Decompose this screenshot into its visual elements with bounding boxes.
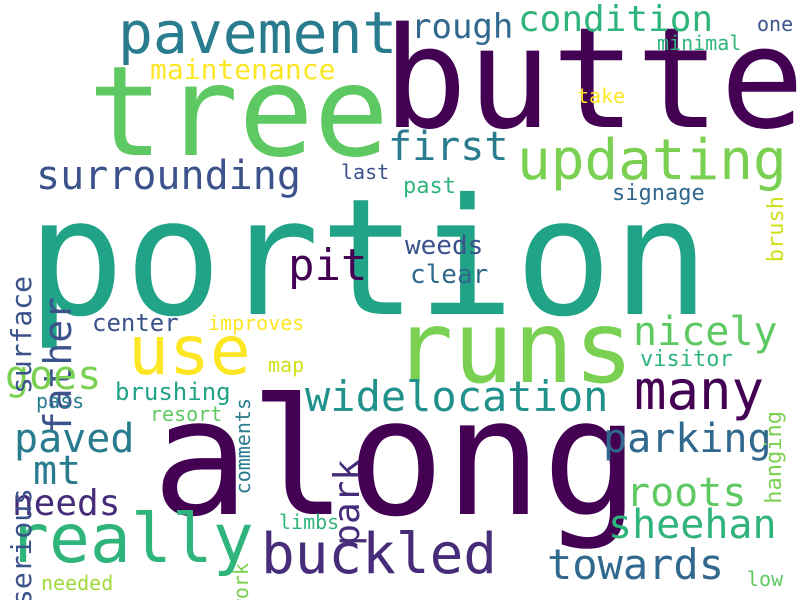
word-clear: clear xyxy=(410,260,489,290)
word-comments: comments xyxy=(231,398,255,495)
word-brushing: brushing xyxy=(115,378,231,406)
word-needed: needed xyxy=(41,571,114,595)
word-map: map xyxy=(268,353,305,377)
word-limbs: limbs xyxy=(279,510,340,534)
word-signage: signage xyxy=(612,181,705,206)
word-buckled: buckled xyxy=(261,522,498,587)
word-hanging: hanging xyxy=(762,411,787,504)
word-use: use xyxy=(128,312,251,391)
word-center: center xyxy=(92,309,179,337)
word-past: past xyxy=(403,174,456,199)
word-pass: pass xyxy=(36,389,85,413)
word-brush: brush xyxy=(764,196,789,263)
word-low: low xyxy=(747,567,784,591)
word-weeds: weeds xyxy=(405,231,484,261)
word-needs: needs xyxy=(12,483,121,524)
word-one: one xyxy=(757,12,794,36)
word-serious: serious xyxy=(5,488,38,600)
word-towards: towards xyxy=(547,540,725,589)
word-really: really xyxy=(8,500,254,579)
word-tree: tree xyxy=(88,40,390,185)
word-surrounding: surrounding xyxy=(36,153,301,199)
word-roots: roots xyxy=(626,470,747,516)
word-portion: portion xyxy=(27,165,710,353)
word-last: last xyxy=(341,160,390,184)
word-updating: updating xyxy=(517,128,787,193)
word-runs: runs xyxy=(393,289,634,406)
word-pit: pit xyxy=(288,240,368,291)
word-visitor: visitor xyxy=(640,347,733,372)
word-condition: condition xyxy=(518,0,714,40)
word-paved: paved xyxy=(14,416,135,462)
word-parking: parking xyxy=(603,416,772,462)
word-mt: mt xyxy=(33,448,82,494)
word-along: along xyxy=(152,365,640,553)
word-butte: butte xyxy=(383,0,800,161)
word-improves: improves xyxy=(208,311,305,335)
word-nicely: nicely xyxy=(633,309,778,355)
word-goes: goes xyxy=(5,353,102,399)
word-surface: surface xyxy=(5,276,38,395)
word-resort: resort xyxy=(150,402,223,426)
word-minimal: minimal xyxy=(657,31,742,55)
word-maintenance: maintenance xyxy=(150,53,336,86)
word-rough: rough xyxy=(411,7,514,47)
word-sheehan: sheehan xyxy=(608,502,777,548)
word-many: many xyxy=(634,359,765,422)
word-work: work xyxy=(229,563,253,600)
word-widelocation: widelocation xyxy=(305,372,609,421)
word-take: take xyxy=(577,84,626,108)
word-first: first xyxy=(388,124,509,170)
word-pavement: pavement xyxy=(118,0,398,67)
